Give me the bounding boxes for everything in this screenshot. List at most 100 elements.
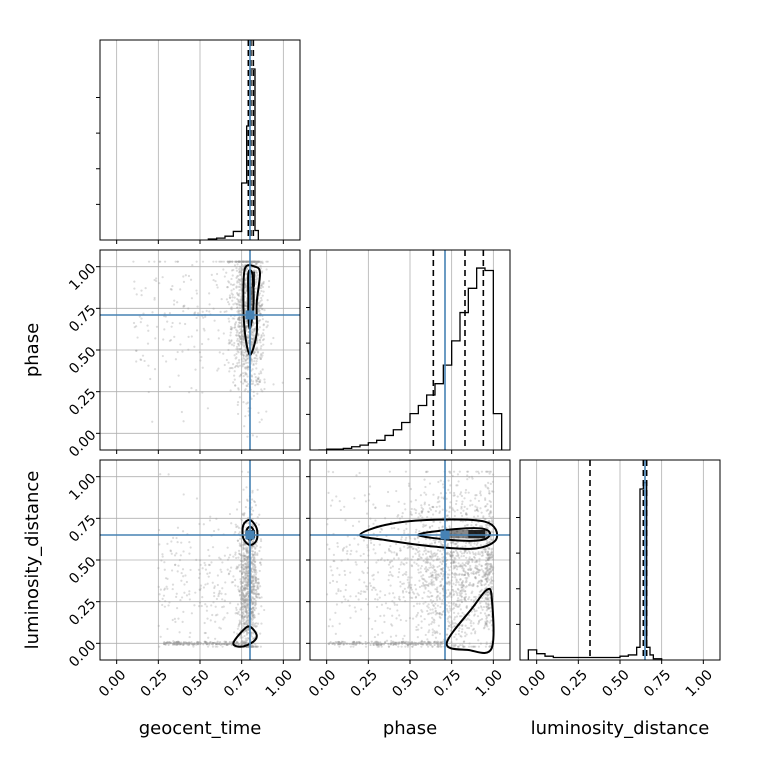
scatter-point <box>256 585 259 588</box>
scatter-point <box>253 260 256 263</box>
scatter-point <box>250 262 253 265</box>
scatter-point <box>395 542 398 546</box>
scatter-point <box>251 601 255 605</box>
scatter-point <box>250 337 253 340</box>
scatter-point <box>452 560 455 563</box>
scatter-point <box>431 616 434 619</box>
scatter-point <box>253 351 256 354</box>
scatter-point <box>441 508 444 511</box>
scatter-point <box>208 554 211 557</box>
scatter-point <box>207 575 210 578</box>
scatter-point <box>244 641 248 644</box>
scatter-point <box>257 380 261 383</box>
scatter-point <box>244 359 247 363</box>
scatter-point <box>240 353 243 356</box>
scatter-point <box>401 591 405 594</box>
scatter-point <box>490 538 493 541</box>
scatter-point <box>406 641 410 644</box>
scatter-point <box>432 520 436 523</box>
scatter-point <box>144 287 147 290</box>
scatter-point <box>166 640 169 644</box>
scatter-point <box>201 260 205 263</box>
scatter-point <box>487 606 491 610</box>
scatter-point <box>468 561 471 564</box>
scatter-point <box>487 599 490 602</box>
scatter-point <box>457 480 460 483</box>
scatter-point <box>246 498 249 501</box>
scatter-point <box>462 640 465 643</box>
scatter-point <box>224 642 227 645</box>
scatter-point <box>484 497 487 500</box>
scatter-point <box>178 322 182 325</box>
scatter-point <box>208 292 211 295</box>
scatter-point <box>416 592 419 595</box>
scatter-point <box>174 620 177 623</box>
scatter-point <box>253 260 256 263</box>
scatter-point <box>256 377 259 380</box>
scatter-point <box>254 645 258 648</box>
scatter-point <box>161 354 164 358</box>
scatter-point <box>467 562 470 566</box>
scatter-point <box>178 631 181 634</box>
scatter-point <box>465 549 468 552</box>
scatter-point <box>165 642 169 645</box>
scatter-point <box>251 562 254 565</box>
scatter-point <box>355 642 358 645</box>
scatter-point <box>372 522 375 525</box>
scatter-point <box>224 640 228 643</box>
y-tick-label-luminosity_distance-2: 0.50 <box>66 554 99 587</box>
scatter-point <box>441 567 445 570</box>
contour-line-2 <box>232 625 258 648</box>
scatter-point <box>245 567 248 570</box>
scatter-point <box>395 634 398 637</box>
scatter-point <box>163 605 166 608</box>
scatter-point <box>482 575 485 579</box>
scatter-point <box>266 320 269 323</box>
scatter-point <box>252 614 255 617</box>
scatter-point <box>254 260 257 263</box>
scatter-point <box>440 568 443 571</box>
scatter-point <box>485 543 488 546</box>
scatter-point <box>239 597 243 600</box>
scatter-point <box>436 631 439 634</box>
scatter-point <box>362 571 365 575</box>
scatter-point <box>242 579 245 583</box>
scatter-point <box>468 557 471 561</box>
scatter-point <box>251 645 254 648</box>
scatter-point <box>338 641 341 644</box>
scatter-point <box>430 542 433 545</box>
scatter-point <box>463 645 466 648</box>
scatter-point <box>261 354 264 357</box>
scatter-point <box>239 325 242 328</box>
scatter-point <box>461 565 464 568</box>
scatter-point <box>471 572 475 575</box>
scatter-point <box>236 337 239 341</box>
scatter-point <box>339 642 342 645</box>
scatter-point <box>244 325 248 329</box>
scatter-point <box>243 605 246 608</box>
scatter-point <box>238 269 241 272</box>
scatter-point <box>176 260 180 263</box>
scatter-point <box>462 509 465 512</box>
scatter-point <box>198 522 201 526</box>
scatter-point <box>480 583 483 587</box>
scatter-point <box>466 617 469 620</box>
scatter-point <box>258 596 262 600</box>
scatter-point <box>250 560 253 564</box>
scatter-point <box>453 625 456 628</box>
scatter-point <box>426 605 429 608</box>
scatter-point <box>450 623 453 626</box>
scatter-point <box>265 410 268 413</box>
scatter-point <box>487 555 490 559</box>
scatter-point <box>450 579 453 582</box>
scatter-point <box>473 645 476 648</box>
scatter-point <box>484 587 487 590</box>
scatter-point <box>439 612 442 615</box>
scatter-point <box>485 622 488 625</box>
scatter-point <box>340 640 343 643</box>
scatter-point <box>329 504 333 507</box>
scatter-point <box>241 554 244 557</box>
scatter-point <box>243 600 246 603</box>
scatter-point <box>259 370 262 373</box>
scatter-point <box>462 567 465 570</box>
